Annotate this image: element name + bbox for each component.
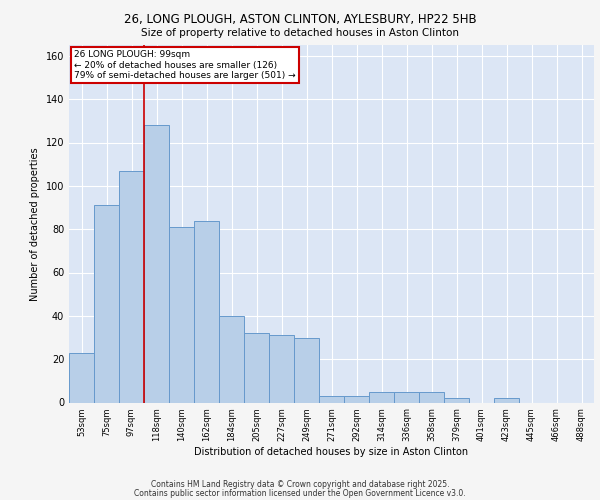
Text: 26, LONG PLOUGH, ASTON CLINTON, AYLESBURY, HP22 5HB: 26, LONG PLOUGH, ASTON CLINTON, AYLESBUR… (124, 12, 476, 26)
Bar (344, 396, 369, 402)
Text: Contains HM Land Registry data © Crown copyright and database right 2025.: Contains HM Land Registry data © Crown c… (151, 480, 449, 489)
Bar (144, 125, 169, 402)
Bar (194, 220, 219, 402)
Text: Contains public sector information licensed under the Open Government Licence v3: Contains public sector information licen… (134, 488, 466, 498)
Bar (294, 338, 319, 402)
Y-axis label: Number of detached properties: Number of detached properties (30, 147, 40, 300)
Bar (269, 336, 294, 402)
Bar (444, 398, 469, 402)
Bar (319, 396, 344, 402)
Bar (94, 206, 119, 402)
Bar (369, 392, 394, 402)
Bar (119, 170, 144, 402)
Text: Size of property relative to detached houses in Aston Clinton: Size of property relative to detached ho… (141, 28, 459, 38)
Bar (69, 352, 94, 403)
Text: 26 LONG PLOUGH: 99sqm
← 20% of detached houses are smaller (126)
79% of semi-det: 26 LONG PLOUGH: 99sqm ← 20% of detached … (74, 50, 296, 80)
Bar (494, 398, 519, 402)
X-axis label: Distribution of detached houses by size in Aston Clinton: Distribution of detached houses by size … (194, 447, 469, 457)
Bar (219, 316, 244, 402)
Bar (394, 392, 419, 402)
Bar (419, 392, 444, 402)
Bar (169, 227, 194, 402)
Bar (244, 333, 269, 402)
